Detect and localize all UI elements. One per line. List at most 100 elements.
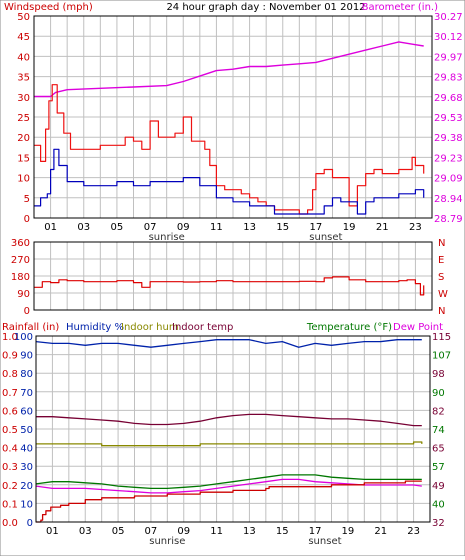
direction-y-tick-label: 270 [11, 255, 30, 266]
windspeed-y-tick-label: 25 [17, 113, 30, 124]
compass-label: N [438, 238, 445, 249]
direction-y-tick-label: 360 [11, 238, 30, 249]
humidity-y-tick-label: 0 [27, 518, 33, 529]
humidity-y-tick-label: 70 [20, 388, 33, 399]
temp-x-tick-label: 17 [309, 526, 322, 537]
barometer-y-tick-label: 28.79 [434, 214, 463, 225]
compass-label: S [438, 272, 444, 283]
windspeed-y-tick-label: 15 [17, 153, 30, 164]
wind-x-tick-label: 07 [144, 222, 157, 233]
wind-x-tick-label: 05 [111, 222, 124, 233]
humidity-y-tick-label: 80 [20, 369, 33, 380]
temperature-y-tick-label: 57 [432, 462, 445, 473]
temp-x-tick-label: 19 [342, 526, 355, 537]
temperature-y-tick-label: 40 [432, 499, 445, 510]
indoor-temp-series-line [36, 413, 422, 427]
wind-x-tick-label: 09 [177, 222, 190, 233]
barometer-y-tick-label: 28.94 [434, 194, 463, 205]
temperature-y-tick-label: 82 [432, 406, 445, 417]
rainfall-y-tick-label: 0.4 [2, 444, 18, 455]
temp-x-tick-label: 11 [210, 526, 223, 537]
barometer-y-tick-label: 30.12 [434, 32, 463, 43]
compass-label: N [438, 306, 445, 317]
rainfall-y-tick-label: 0.1 [2, 499, 18, 510]
windspeed-y-tick-label: 5 [24, 194, 30, 205]
temp-x-tick-label: 09 [177, 526, 190, 537]
windspeed-y-tick-label: 20 [17, 133, 30, 144]
wind-direction-series-line [34, 276, 425, 296]
wind-frame [33, 15, 433, 219]
wind-x-tick-label: 21 [376, 222, 389, 233]
temperature-y-tick-label: 115 [432, 332, 451, 343]
rainfall-y-tick-label: 1.0 [2, 332, 18, 343]
rainfall-series-line [36, 480, 422, 523]
temperature-y-tick-label: 32 [432, 518, 445, 529]
humidity-series-line [35, 339, 422, 348]
rainfall-y-tick-label: 0.3 [2, 462, 18, 473]
barometer-y-tick-label: 29.83 [434, 73, 463, 84]
temp-x-tick-label: 01 [46, 526, 59, 537]
indoor-temp-label: Indoor temp [172, 322, 233, 333]
humidity-y-tick-label: 10 [20, 499, 33, 510]
windspeed-y-tick-label: 30 [17, 93, 30, 104]
windspeed-y-tick-label: 50 [17, 12, 30, 23]
barometer-y-tick-label: 29.23 [434, 153, 463, 164]
humidity-y-tick-label: 90 [20, 351, 33, 362]
indoor-hum-series-line [36, 441, 423, 447]
humidity-axis-label: Humidity % [66, 322, 124, 333]
wind-x-tick-label: 13 [243, 222, 256, 233]
barometer-y-tick-label: 30.27 [434, 12, 463, 23]
temp-sunset-annotation: sunset [308, 536, 341, 547]
temperature-y-tick-label: 65 [432, 444, 445, 455]
rainfall-y-tick-label: 0.9 [2, 351, 18, 362]
barometer-y-tick-label: 29.68 [434, 93, 463, 104]
wind-gust-series-line [34, 84, 425, 215]
direction-y-tick-label: 0 [24, 306, 30, 317]
temperature-series-line [35, 474, 422, 490]
rainfall-y-tick-label: 0.0 [2, 518, 18, 529]
windspeed-axis-label: Windspeed (mph) [4, 2, 93, 13]
temp-x-tick-label: 05 [112, 526, 125, 537]
rainfall-y-tick-label: 0.2 [2, 481, 18, 492]
windspeed-y-tick-label: 0 [24, 214, 30, 225]
windspeed-y-tick-label: 40 [17, 52, 30, 63]
barometer-series-line [34, 41, 424, 98]
barometer-y-tick-label: 29.97 [434, 52, 463, 63]
temperature-y-tick-label: 74 [432, 425, 445, 436]
humidity-y-tick-label: 20 [20, 481, 33, 492]
temperature-y-tick-label: 49 [432, 481, 445, 492]
barometer-y-tick-label: 29.53 [434, 113, 463, 124]
wind-average-series-line [34, 148, 425, 215]
humidity-y-tick-label: 100 [14, 332, 33, 343]
indoor-hum-label: Indoor hum [121, 322, 179, 333]
windspeed-y-tick-label: 10 [17, 174, 30, 185]
humidity-y-tick-label: 40 [20, 444, 33, 455]
temp-sunrise-annotation: sunrise [149, 536, 185, 547]
direction-frame [33, 241, 433, 311]
wind-x-tick-label: 01 [44, 222, 57, 233]
temp-x-tick-label: 03 [79, 526, 92, 537]
temp-frame [35, 335, 431, 523]
windspeed-y-tick-label: 45 [17, 32, 30, 43]
rainfall-y-tick-label: 0.7 [2, 388, 18, 399]
temperature-axis-label: Temperature (°F) [306, 322, 392, 333]
temp-x-tick-label: 07 [145, 526, 158, 537]
temp-x-tick-label: 13 [243, 526, 256, 537]
wind-x-tick-label: 15 [276, 222, 289, 233]
barometer-axis-label: Barometer (in.) [362, 2, 438, 13]
chart-title: 24 hour graph day : November 01 2012 [166, 2, 365, 13]
rainfall-y-tick-label: 0.5 [2, 425, 18, 436]
direction-y-tick-label: 180 [11, 272, 30, 283]
rainfall-y-tick-label: 0.8 [2, 369, 18, 380]
wind-x-tick-label: 03 [77, 222, 90, 233]
compass-label: E [438, 255, 444, 266]
wind-sunset-annotation: sunset [309, 232, 342, 243]
rainfall-y-tick-label: 0.6 [2, 406, 18, 417]
compass-label: W [438, 289, 448, 300]
humidity-y-tick-label: 50 [20, 425, 33, 436]
rainfall-axis-label: Rainfall (in) [2, 322, 59, 333]
wind-x-tick-label: 19 [343, 222, 356, 233]
windspeed-y-tick-label: 35 [17, 73, 30, 84]
